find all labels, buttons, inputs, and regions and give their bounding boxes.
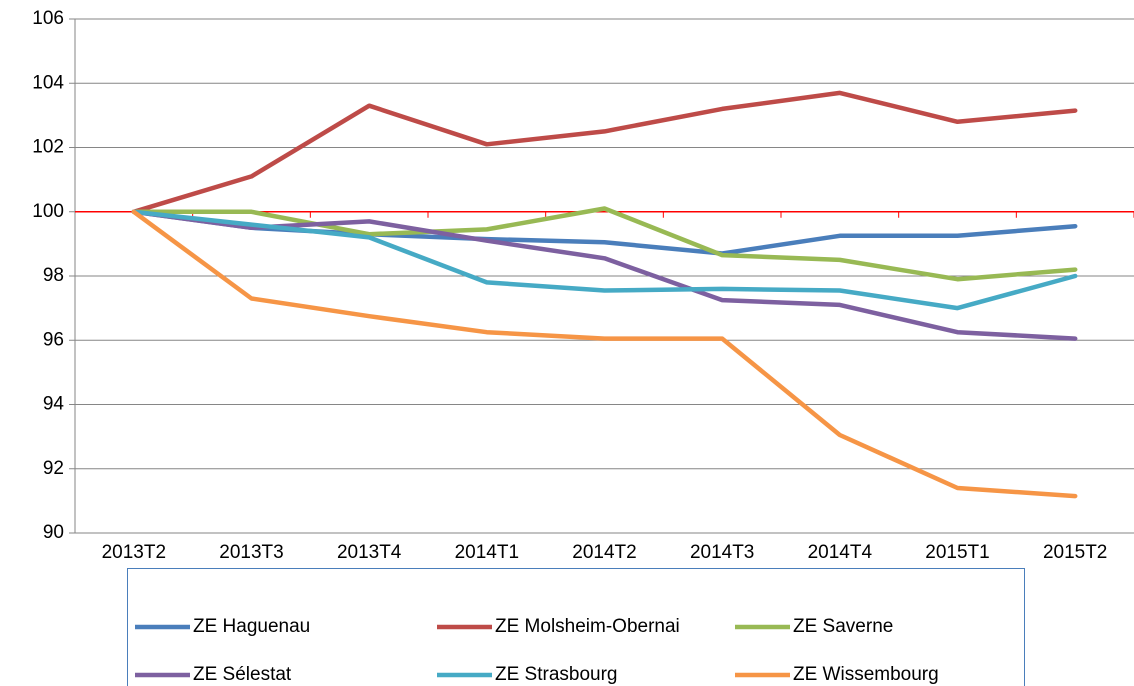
legend-label: ZE Saverne	[793, 616, 893, 637]
series-line	[131, 209, 1078, 499]
y-tick-label: 100	[32, 201, 64, 222]
y-tick-label: 98	[43, 265, 64, 286]
x-tick-label: 2015T1	[925, 542, 989, 563]
legend-label: ZE Haguenau	[193, 616, 310, 637]
x-tick-label: 2014T3	[690, 542, 754, 563]
series-line	[131, 209, 1078, 311]
y-tick-label: 104	[32, 72, 64, 93]
y-tick-label: 92	[43, 458, 64, 479]
legend-label: ZE Wissembourg	[793, 664, 939, 685]
y-tick-label: 90	[43, 522, 64, 543]
x-tick-label: 2013T2	[102, 542, 166, 563]
y-tick-label: 94	[43, 394, 65, 415]
legend-box	[127, 568, 1025, 686]
series-line	[131, 206, 1078, 282]
x-tick-label: 2013T3	[219, 542, 283, 563]
x-tick-label: 2014T4	[808, 542, 873, 563]
x-tick-label: 2015T2	[1043, 542, 1107, 563]
y-tick-label: 96	[43, 329, 64, 350]
legend-label: ZE Molsheim-Obernai	[495, 616, 680, 637]
series-line	[131, 209, 1078, 341]
y-tick-label: 102	[32, 137, 64, 158]
legend-label: ZE Sélestat	[193, 664, 292, 685]
y-tick-label: 106	[32, 8, 64, 29]
x-tick-label: 2013T4	[337, 542, 402, 563]
x-tick-label: 2014T2	[572, 542, 636, 563]
x-tick-label: 2014T1	[455, 542, 519, 563]
series-line	[131, 90, 1078, 215]
legend-label: ZE Strasbourg	[495, 664, 618, 685]
